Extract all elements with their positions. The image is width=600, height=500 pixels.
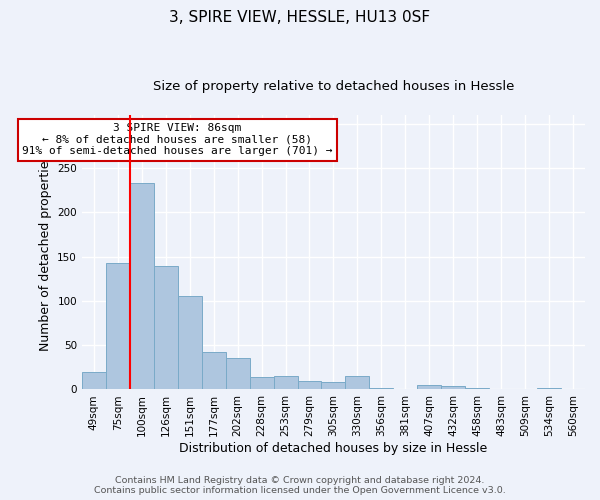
Bar [346,376,370,390]
Text: 3, SPIRE VIEW, HESSLE, HU13 0SF: 3, SPIRE VIEW, HESSLE, HU13 0SF [169,10,431,25]
Bar [370,388,394,390]
Bar [202,352,226,390]
X-axis label: Distribution of detached houses by size in Hessle: Distribution of detached houses by size … [179,442,488,455]
Bar [178,296,202,390]
Bar [82,372,106,390]
Bar [130,183,154,390]
Bar [537,388,561,390]
Y-axis label: Number of detached properties: Number of detached properties [39,154,52,350]
Bar [298,380,322,390]
Bar [441,386,465,390]
Title: Size of property relative to detached houses in Hessle: Size of property relative to detached ho… [153,80,514,93]
Text: 3 SPIRE VIEW: 86sqm
← 8% of detached houses are smaller (58)
91% of semi-detache: 3 SPIRE VIEW: 86sqm ← 8% of detached hou… [22,123,333,156]
Text: Contains HM Land Registry data © Crown copyright and database right 2024.
Contai: Contains HM Land Registry data © Crown c… [94,476,506,495]
Bar [250,377,274,390]
Bar [226,358,250,390]
Bar [274,376,298,390]
Bar [322,382,346,390]
Bar [106,263,130,390]
Bar [418,385,441,390]
Bar [154,266,178,390]
Bar [465,388,489,390]
